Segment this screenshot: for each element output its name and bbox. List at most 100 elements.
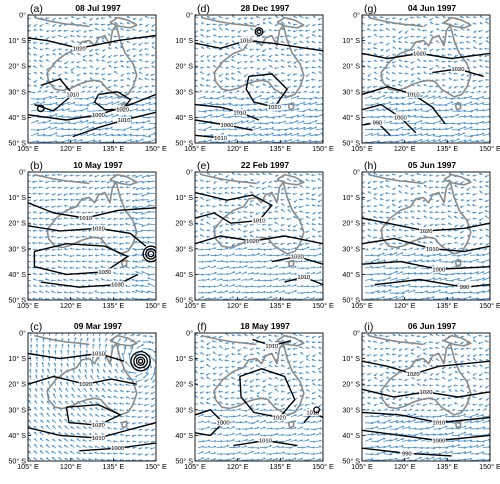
longitude-tick-label: 150° E — [479, 462, 500, 471]
latitude-tick-label: 0° — [353, 329, 360, 338]
latitude-tick-label: 30° S — [175, 244, 193, 253]
map-panel-a: 1020 1020 1010 1000 1010 0° 10° S 20° S 30° S 40°… — [8, 3, 167, 153]
panel-date: 22 Feb 1997 — [241, 160, 289, 170]
latitude-tick-label: 10° S — [175, 36, 193, 45]
isobar-label: 1030 — [111, 283, 124, 289]
latitude-tick-label: 0° — [186, 329, 193, 338]
longitude-tick-label: 150° E — [479, 301, 500, 310]
latitude-tick-label: 0° — [353, 168, 360, 177]
longitude-tick-label: 120° E — [227, 301, 249, 310]
longitude-tick-label: 135° E — [102, 144, 124, 153]
map-panel-i: 10201020101010009900°10° S20° S30° S40° … — [342, 321, 500, 471]
map-panel-d: 1010 1020 1010 1000 1010 0° 10° S 20° S 30° S 40°… — [175, 3, 334, 153]
latitude-tick-label: 30° S — [175, 87, 193, 96]
panel-date: 09 Mar 1997 — [74, 321, 122, 331]
isobar-label: 1020 — [420, 229, 433, 235]
isobar-label: 1000 — [432, 439, 445, 445]
panel-letter: (i) — [364, 321, 373, 333]
latitude-tick-label: 30° S — [8, 244, 26, 253]
isobar-label: 1020 — [268, 105, 281, 111]
longitude-tick-label: 105° E — [351, 144, 373, 153]
longitude-tick-label: 120° E — [60, 144, 82, 153]
isobar-label: 1010 — [79, 216, 92, 222]
longitude-tick-label: 150° E — [479, 144, 500, 153]
isobar-label: 1010 — [118, 118, 131, 124]
latitude-tick-label: 0° — [19, 168, 26, 177]
latitude-tick-label: 40° S — [175, 431, 193, 440]
longitude-tick-label: 105° E — [351, 301, 373, 310]
panel-date: 18 May 1997 — [240, 321, 290, 331]
isobar-label: 1010 — [407, 92, 420, 98]
isobar-label: 1010 — [240, 39, 253, 45]
isobar-label: 1010 — [233, 110, 246, 116]
longitude-tick-label: 150° E — [312, 144, 334, 153]
longitude-tick-label: 120° E — [394, 301, 416, 310]
longitude-tick-label: 135° E — [436, 144, 458, 153]
isobar-label: 1010 — [66, 92, 79, 98]
isobar-label: 1000 — [92, 113, 105, 119]
panel-date: 08 Jul 1997 — [75, 3, 121, 13]
latitude-tick-label: 0° — [186, 11, 193, 20]
map-panel-g: 10201020101010009900°10° S20° S30° S40° … — [342, 3, 500, 153]
panel-date: 06 Jun 1997 — [408, 321, 456, 331]
isobar-label: 990 — [460, 285, 470, 291]
latitude-tick-label: 20° S — [342, 380, 360, 389]
latitude-tick-label: 10° S — [342, 193, 360, 202]
longitude-tick-label: 135° E — [269, 144, 291, 153]
latitude-tick-label: 20° S — [175, 380, 193, 389]
panel-letter: (h) — [364, 160, 377, 172]
latitude-tick-label: 0° — [19, 329, 26, 338]
map-panel-c: 1010 1020 1020 1010 1000 0° 10° S 20° S 30° S 40°… — [8, 321, 167, 471]
longitude-tick-label: 105° E — [17, 462, 39, 471]
latitude-tick-label: 30° S — [8, 405, 26, 414]
latitude-tick-label: 10° S — [8, 36, 26, 45]
latitude-tick-label: 20° S — [8, 380, 26, 389]
latitude-tick-label: 20° S — [175, 62, 193, 71]
isobar-label: 1020 — [116, 108, 129, 114]
isobar-label: 1010 — [214, 136, 227, 142]
longitude-tick-label: 150° E — [145, 462, 167, 471]
latitude-tick-label: 0° — [353, 11, 360, 20]
isobar-label: 1010 — [259, 439, 272, 445]
panel-letter: (e) — [197, 160, 210, 172]
isobar-label: 1020 — [73, 46, 86, 52]
longitude-tick-label: 120° E — [60, 301, 82, 310]
longitude-tick-label: 135° E — [269, 301, 291, 310]
map-panel-f: 1010 1020 1000 1010 1010 0° 10° S 20° S 30° S 40°… — [175, 321, 334, 471]
panel-letter: (d) — [197, 3, 210, 15]
latitude-tick-label: 40° S — [175, 113, 193, 122]
latitude-tick-label: 30° S — [175, 405, 193, 414]
longitude-tick-label: 135° E — [102, 462, 124, 471]
longitude-tick-label: 105° E — [184, 301, 206, 310]
latitude-tick-label: 40° S — [8, 431, 26, 440]
latitude-tick-label: 40° S — [342, 431, 360, 440]
latitude-tick-label: 40° S — [175, 270, 193, 279]
isobar-label: 1000 — [432, 267, 445, 273]
panel-letter: (a) — [30, 3, 43, 15]
isobar-label: 1020 — [413, 51, 426, 57]
longitude-tick-label: 120° E — [227, 462, 249, 471]
latitude-tick-label: 40° S — [342, 113, 360, 122]
panel-date: 10 May 1997 — [73, 160, 123, 170]
isobar-label: 1000 — [111, 446, 124, 452]
isobar-label: 1010 — [426, 247, 439, 253]
longitude-tick-label: 150° E — [312, 462, 334, 471]
isobar-label: 1030 — [98, 270, 111, 276]
isobar-label: 1010 — [253, 219, 266, 225]
latitude-tick-label: 40° S — [8, 270, 26, 279]
panel-date: 05 Jun 1997 — [408, 160, 456, 170]
isobar-label: 1010 — [92, 352, 105, 358]
latitude-tick-label: 10° S — [175, 354, 193, 363]
longitude-tick-label: 105° E — [17, 144, 39, 153]
latitude-tick-label: 10° S — [8, 193, 26, 202]
longitude-tick-label: 120° E — [227, 144, 249, 153]
panel-date: 28 Dec 1997 — [241, 3, 290, 13]
map-panel-b: 10101020 1030 1030 0° 10° S 20° S 30° S 40° S 50… — [8, 160, 167, 310]
latitude-tick-label: 30° S — [342, 87, 360, 96]
latitude-tick-label: 30° S — [342, 244, 360, 253]
isobar-label: 990 — [373, 121, 383, 127]
isobar-label: 1010 — [432, 421, 445, 427]
panel-letter: (c) — [30, 321, 42, 333]
isobar-label: 1020 — [92, 423, 105, 429]
isobar-label: 1000 — [217, 421, 230, 427]
